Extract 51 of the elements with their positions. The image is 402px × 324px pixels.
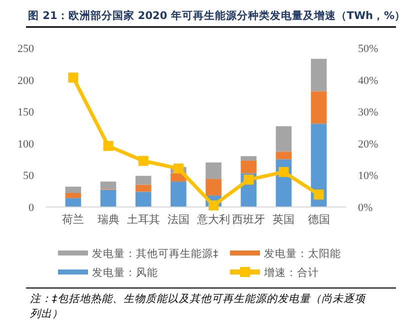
bar <box>100 182 116 190</box>
bar <box>310 124 327 207</box>
x-tick-label: 德国 <box>308 213 330 226</box>
point <box>138 156 148 166</box>
point <box>173 164 184 174</box>
y-tick-label: 0 <box>28 202 34 214</box>
legend-label: 发电量：太阳能 <box>264 247 341 260</box>
bar <box>135 192 152 207</box>
y-tick-label: 100 <box>18 138 34 150</box>
y2-tick-label: 10% <box>358 170 378 182</box>
x-tick-label: 荷兰 <box>62 213 84 226</box>
bar <box>276 126 292 152</box>
bar <box>240 160 257 174</box>
bar <box>100 190 116 207</box>
bar <box>310 58 327 92</box>
x-tick-label: 意大利 <box>196 213 230 226</box>
point <box>103 140 114 151</box>
y2-tick-label: 30% <box>358 106 378 119</box>
bar <box>135 184 152 192</box>
bar <box>65 198 82 207</box>
bar <box>65 186 82 194</box>
bar <box>310 91 327 124</box>
bar <box>65 193 82 198</box>
legend-label: 增速：合计 <box>263 266 319 279</box>
x-tick-label: 瑞典 <box>97 213 120 226</box>
y2-tick-label: 40% <box>358 74 378 87</box>
x-tick-label: 土耳其 <box>126 213 160 226</box>
point <box>278 167 289 178</box>
text: 注：‡包括地热能、生物质能以及其他可再生能源的发电量（尚未逐项列出） <box>29 293 366 320</box>
point <box>244 174 254 185</box>
legend-label: 发电量：其他可再生能源‡ <box>92 247 218 260</box>
y-tick-label: 50 <box>23 170 34 182</box>
y2-tick-label: 20% <box>358 138 378 150</box>
x-tick-label: 西班牙 <box>232 213 266 226</box>
bar <box>135 176 152 185</box>
bar <box>206 162 222 180</box>
y-tick-label: 150 <box>18 106 34 119</box>
bar <box>276 152 292 160</box>
y2-tick-label: 0% <box>358 202 373 214</box>
y-tick-label: 250 <box>18 43 34 55</box>
y-tick-label: 200 <box>18 74 34 87</box>
x-tick-label: 英国 <box>272 213 295 226</box>
bar <box>206 179 222 196</box>
point <box>314 190 324 200</box>
bar <box>170 182 186 207</box>
x-tick-label: 法国 <box>167 213 190 226</box>
legend-label: 发电量：风能 <box>92 266 158 279</box>
y2-tick-label: 50% <box>358 43 378 55</box>
chart-title: 图 21：欧洲部分国家 2020 年可再生能源分种类发电量及增速（TWh，%） <box>28 9 402 22</box>
bar <box>240 156 257 161</box>
point <box>68 72 78 83</box>
